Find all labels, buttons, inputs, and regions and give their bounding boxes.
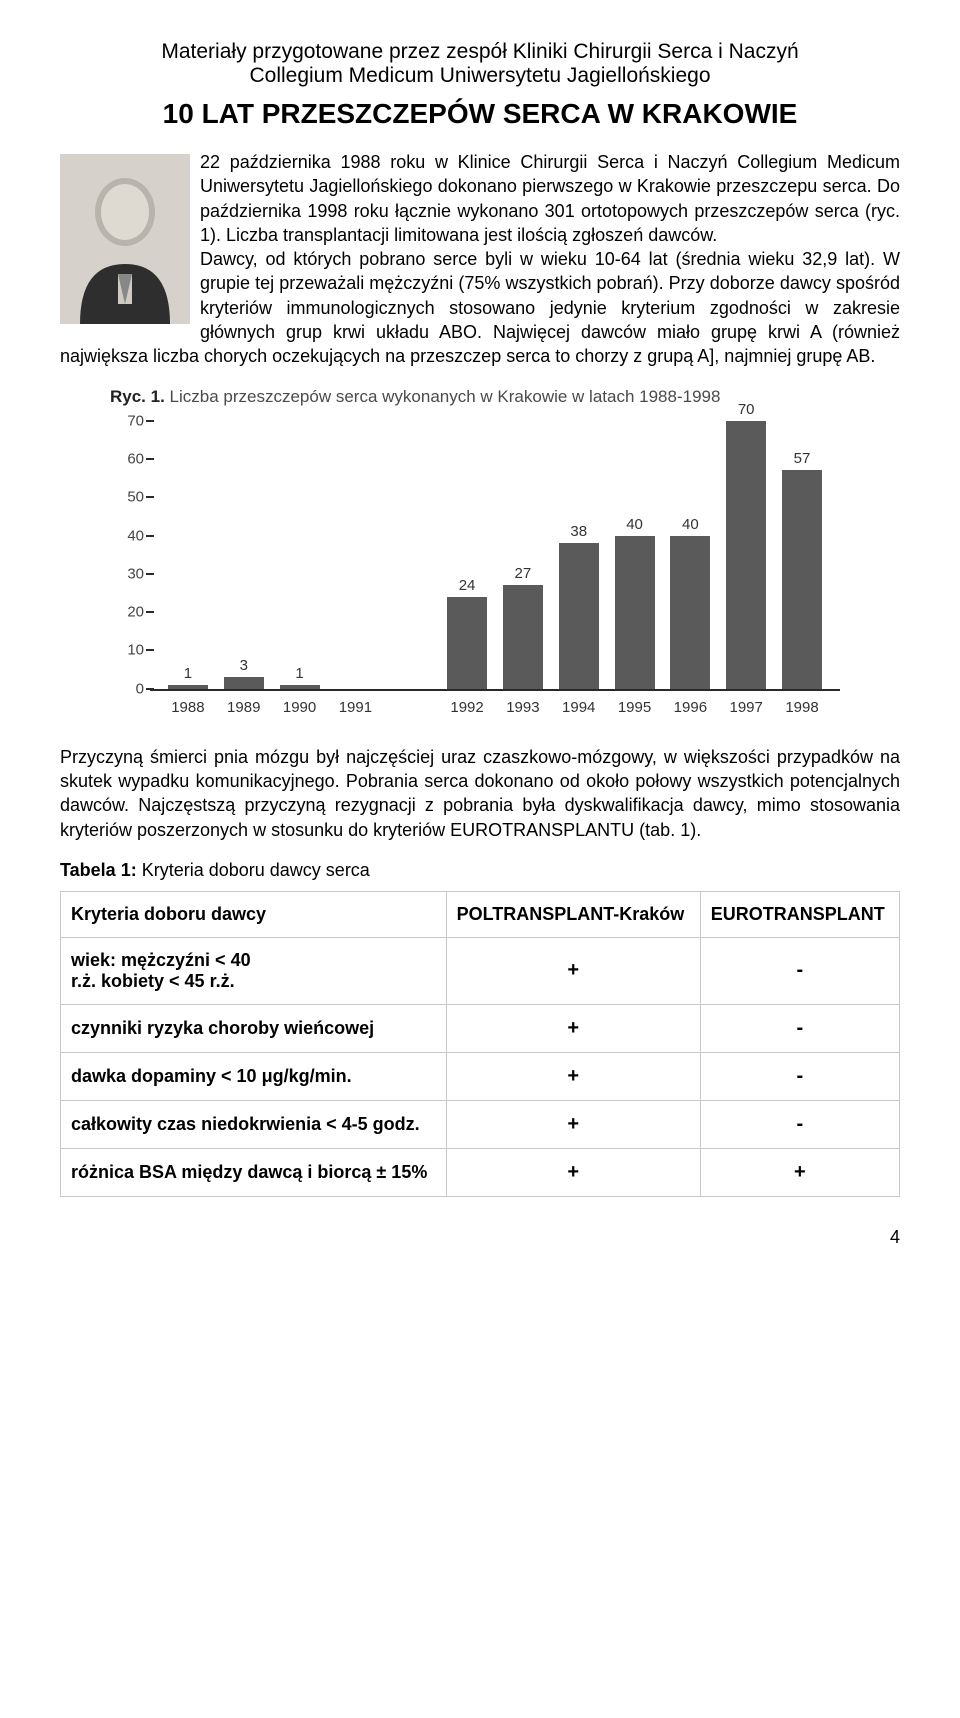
bar-slot: 40 <box>662 421 718 689</box>
y-tick-label: 60 <box>110 450 144 467</box>
bar-slot: 24 <box>439 421 495 689</box>
chart-bar <box>726 421 766 689</box>
col-header-0: Kryteria doboru dawcy <box>61 891 447 937</box>
x-axis-label: 1995 <box>607 693 663 721</box>
bar-value-label: 24 <box>439 577 495 594</box>
x-axis-label: 1991 <box>327 693 383 721</box>
chart-bar <box>559 543 599 688</box>
eurotransplant-cell: - <box>700 937 899 1004</box>
criteria-label: różnica BSA między dawcą i biorcą ± 15% <box>61 1148 447 1196</box>
table-title-text: Kryteria doboru dawcy serca <box>142 860 370 880</box>
header-line-1: Materiały przygotowane przez zespół Klin… <box>60 40 900 64</box>
bar-slot <box>327 421 383 689</box>
x-axis-label: 1998 <box>774 693 830 721</box>
eurotransplant-cell: + <box>700 1148 899 1196</box>
page-number: 4 <box>60 1227 900 1248</box>
y-tick-label: 0 <box>110 680 144 697</box>
bar-value-label: 27 <box>495 565 551 582</box>
poltransplant-cell: + <box>446 1004 700 1052</box>
col-header-2: EUROTRANSPLANT <box>700 891 899 937</box>
bar-slot <box>383 421 439 689</box>
poltransplant-cell: + <box>446 1100 700 1148</box>
x-axis-label: 1990 <box>272 693 328 721</box>
chart-x-labels: 1988198919901991 199219931994199519961997… <box>150 693 840 721</box>
criteria-table: Kryteria doboru dawcy POLTRANSPLANT-Krak… <box>60 891 900 1197</box>
y-tick-label: 10 <box>110 642 144 659</box>
chart-bar <box>782 470 822 688</box>
chart-bar <box>280 685 320 689</box>
table-row: całkowity czas niedokrwienia < 4-5 godz.… <box>61 1100 900 1148</box>
x-axis-label: 1994 <box>551 693 607 721</box>
y-tick-label: 40 <box>110 527 144 544</box>
bar-value-label: 1 <box>272 665 328 682</box>
chart-bar <box>224 677 264 688</box>
bar-value-label: 38 <box>551 523 607 540</box>
author-portrait <box>60 154 190 324</box>
bar-value-label: 1 <box>160 665 216 682</box>
header-line-2: Collegium Medicum Uniwersytetu Jagielloń… <box>60 64 900 88</box>
table-title: Tabela 1: Kryteria doboru dawcy serca <box>60 860 900 881</box>
criteria-label: czynniki ryzyka choroby wieńcowej <box>61 1004 447 1052</box>
x-axis-label: 1997 <box>718 693 774 721</box>
bar-slot: 1 <box>160 421 216 689</box>
table-row: różnica BSA między dawcą i biorcą ± 15%+… <box>61 1148 900 1196</box>
x-axis-label: 1989 <box>216 693 272 721</box>
bar-slot: 27 <box>495 421 551 689</box>
chart-bar <box>447 597 487 689</box>
table-row: czynniki ryzyka choroby wieńcowej+- <box>61 1004 900 1052</box>
criteria-label: dawka dopaminy < 10 μg/kg/min. <box>61 1052 447 1100</box>
y-tick-label: 50 <box>110 489 144 506</box>
table-row: wiek: mężczyźni < 40 r.ż. kobiety < 45 r… <box>61 937 900 1004</box>
poltransplant-cell: + <box>446 1052 700 1100</box>
bar-value-label: 40 <box>662 516 718 533</box>
chart-bar <box>615 536 655 689</box>
eurotransplant-cell: - <box>700 1004 899 1052</box>
bar-slot: 57 <box>774 421 830 689</box>
chart-bar <box>670 536 710 689</box>
criteria-label: całkowity czas niedokrwienia < 4-5 godz. <box>61 1100 447 1148</box>
bar-value-label: 3 <box>216 657 272 674</box>
bar-slot: 38 <box>551 421 607 689</box>
x-axis-label: 1996 <box>662 693 718 721</box>
paragraph-2: Przyczyną śmierci pnia mózgu był najczęś… <box>60 745 900 842</box>
bar-value-label: 70 <box>718 401 774 418</box>
bar-slot: 3 <box>216 421 272 689</box>
chart-caption-text: Liczba przeszczepów serca wykonanych w K… <box>170 387 721 406</box>
x-axis-label: 1992 <box>439 693 495 721</box>
table-title-prefix: Tabela 1: <box>60 860 137 880</box>
x-axis-label <box>383 693 439 721</box>
bar-value-label: 40 <box>607 516 663 533</box>
document-header: Materiały przygotowane przez zespół Klin… <box>60 40 900 130</box>
chart-bar <box>168 685 208 689</box>
y-tick-label: 30 <box>110 565 144 582</box>
criteria-label: wiek: mężczyźni < 40 r.ż. kobiety < 45 r… <box>61 937 447 1004</box>
chart-caption-prefix: Ryc. 1. <box>110 387 165 406</box>
figure-1: Ryc. 1. Liczba przeszczepów serca wykona… <box>110 387 850 721</box>
eurotransplant-cell: - <box>700 1100 899 1148</box>
chart-plot-area: 13124273840407057 010203040506070 <box>150 421 840 691</box>
x-axis-label: 1993 <box>495 693 551 721</box>
x-axis-label: 1988 <box>160 693 216 721</box>
y-tick-label: 70 <box>110 412 144 429</box>
intro-paragraph: 22 października 1988 roku w Klinice Chir… <box>60 150 900 369</box>
main-title: 10 LAT PRZESZCZEPÓW SERCA W KRAKOWIE <box>60 98 900 130</box>
bar-value-label: 57 <box>774 450 830 467</box>
y-tick-label: 20 <box>110 604 144 621</box>
chart-bar <box>503 585 543 688</box>
poltransplant-cell: + <box>446 937 700 1004</box>
poltransplant-cell: + <box>446 1148 700 1196</box>
bar-slot: 70 <box>718 421 774 689</box>
bar-chart: 13124273840407057 010203040506070 198819… <box>110 411 850 721</box>
table-row: dawka dopaminy < 10 μg/kg/min.+- <box>61 1052 900 1100</box>
table-head-row: Kryteria doboru dawcy POLTRANSPLANT-Krak… <box>61 891 900 937</box>
chart-bars: 13124273840407057 <box>150 421 840 689</box>
bar-slot: 40 <box>607 421 663 689</box>
col-header-1: POLTRANSPLANT-Kraków <box>446 891 700 937</box>
eurotransplant-cell: - <box>700 1052 899 1100</box>
bar-slot: 1 <box>272 421 328 689</box>
